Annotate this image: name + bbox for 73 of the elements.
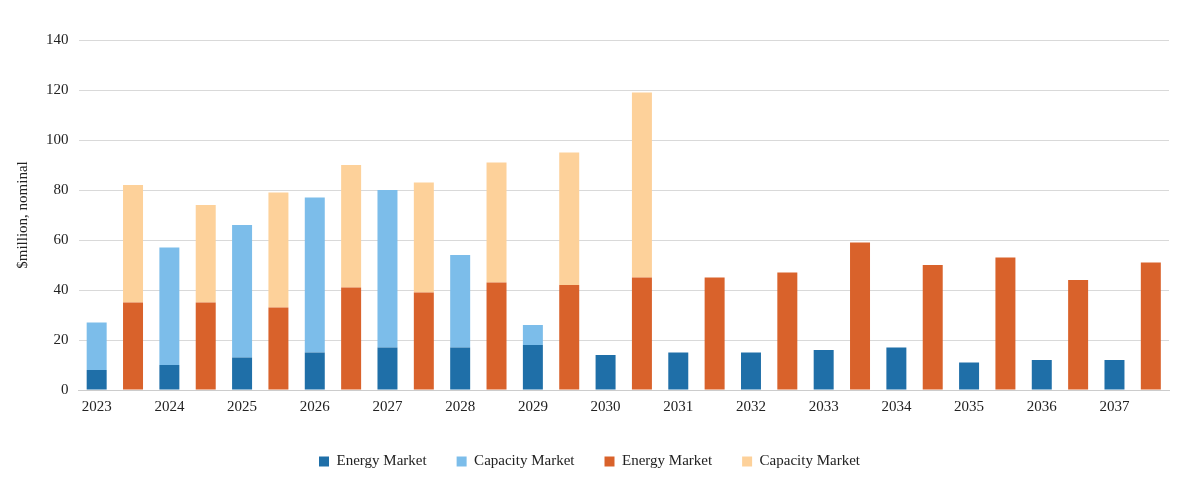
bar xyxy=(413,292,434,390)
legend-label: Capacity Market xyxy=(474,452,576,469)
bar xyxy=(232,357,253,390)
x-tick-label: 2029 xyxy=(517,397,548,414)
bar xyxy=(341,287,362,390)
x-tick-label: 2034 xyxy=(881,397,912,414)
bar xyxy=(1104,360,1125,390)
bar xyxy=(86,370,107,390)
bar xyxy=(631,277,652,390)
x-tick-label: 2037 xyxy=(1099,397,1130,414)
bar xyxy=(450,255,471,348)
x-tick-label: 2032 xyxy=(735,397,766,414)
y-tick-label: 80 xyxy=(53,180,69,197)
bar xyxy=(159,365,180,390)
bar xyxy=(1031,360,1052,390)
bar xyxy=(268,307,289,390)
bar xyxy=(850,242,871,390)
bar xyxy=(995,257,1016,390)
x-tick-label: 2036 xyxy=(1026,397,1058,414)
bar xyxy=(450,347,471,390)
legend-label: Energy Market xyxy=(622,452,713,469)
bar xyxy=(522,345,543,390)
bar xyxy=(486,282,507,390)
x-tick-label: 2023 xyxy=(81,397,112,414)
bar xyxy=(123,185,144,303)
bar xyxy=(86,322,107,370)
y-axis-title: $million, nominal xyxy=(13,161,30,269)
bar xyxy=(377,190,398,348)
x-tick-label: 2025 xyxy=(227,397,258,414)
bar xyxy=(777,272,798,390)
x-tick-label: 2033 xyxy=(808,397,839,414)
legend-label: Energy Market xyxy=(336,452,428,469)
bar xyxy=(813,350,834,390)
y-tick-label: 20 xyxy=(53,330,69,347)
bar xyxy=(668,352,689,390)
y-tick-label: 60 xyxy=(53,230,69,247)
x-tick-label: 2028 xyxy=(445,397,476,414)
bar xyxy=(559,285,580,390)
x-tick-label: 2026 xyxy=(299,397,331,414)
bar xyxy=(123,302,144,390)
x-tick-label: 2027 xyxy=(372,397,403,414)
bar xyxy=(559,152,580,285)
x-tick-label: 2024 xyxy=(154,397,185,414)
bar xyxy=(922,265,943,390)
x-tick-label: 2031 xyxy=(663,397,694,414)
y-tick-label: 40 xyxy=(53,280,69,297)
x-tick-label: 2030 xyxy=(590,397,621,414)
bar xyxy=(631,92,652,278)
bar xyxy=(522,325,543,345)
bar xyxy=(1140,262,1161,390)
y-tick-label: 140 xyxy=(46,30,69,47)
x-tick-label: 2035 xyxy=(954,397,985,414)
bar xyxy=(195,302,216,390)
bar xyxy=(595,355,616,390)
bar xyxy=(268,192,289,308)
bar xyxy=(1068,280,1089,390)
legend-label: Capacity Market xyxy=(759,452,861,469)
bar xyxy=(740,352,761,390)
y-tick-label: 100 xyxy=(46,130,69,147)
bar xyxy=(486,162,507,283)
bar xyxy=(959,362,980,390)
bar xyxy=(195,205,216,303)
bar xyxy=(704,277,725,390)
bar xyxy=(377,347,398,390)
bar xyxy=(304,352,325,390)
bar xyxy=(304,197,325,353)
bar xyxy=(341,165,362,288)
y-tick-label: 120 xyxy=(46,80,69,97)
bar xyxy=(413,182,434,293)
y-tick-label: 0 xyxy=(61,380,69,397)
bar xyxy=(232,225,253,358)
bar xyxy=(159,247,180,365)
bar xyxy=(886,347,907,390)
